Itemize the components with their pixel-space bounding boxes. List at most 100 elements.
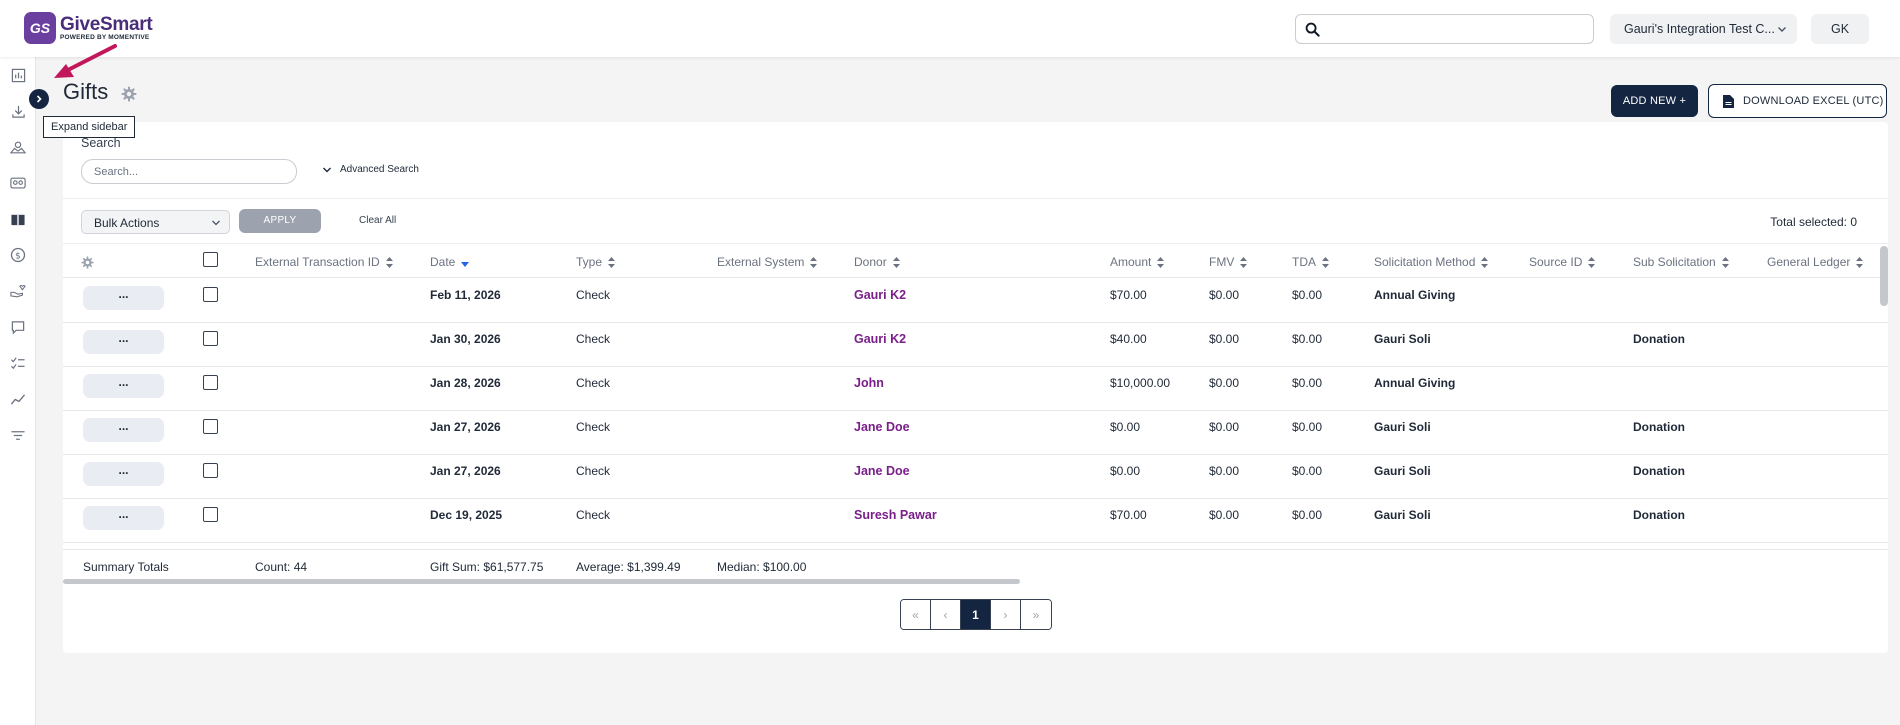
last-page-button[interactable]: » <box>1021 600 1051 629</box>
fmv-cell: $0.00 <box>1209 464 1240 478</box>
column-header-donor[interactable]: Donor <box>854 255 900 269</box>
gifts-card: Search Advanced Search Bulk Actions APPL… <box>63 122 1888 653</box>
row-actions-button[interactable]: ... <box>83 418 164 442</box>
solicitation-cell: Annual Giving <box>1374 376 1456 390</box>
pagination: « ‹ 1 › » <box>900 599 1052 630</box>
donor-link[interactable]: Jane Doe <box>854 420 910 434</box>
row-actions-button[interactable]: ... <box>83 286 164 310</box>
type-cell: Check <box>576 508 611 522</box>
amount-cell: $40.00 <box>1110 332 1147 346</box>
date-cell: Jan 27, 2026 <box>430 464 501 478</box>
sort-icon <box>1721 256 1729 268</box>
column-header-date[interactable]: Date <box>430 255 470 269</box>
fmv-cell: $0.00 <box>1209 508 1240 522</box>
fmv-cell: $0.00 <box>1209 332 1240 346</box>
column-header-source-id[interactable]: Source ID <box>1529 255 1596 269</box>
column-settings-icon[interactable] <box>81 256 94 269</box>
row-checkbox[interactable] <box>203 331 218 346</box>
column-header-tda[interactable]: TDA <box>1292 255 1329 269</box>
date-cell: Jan 28, 2026 <box>430 376 501 390</box>
clear-all-link[interactable]: Clear All <box>359 215 397 226</box>
download-excel-button[interactable]: DOWNLOAD EXCEL (UTC) <box>1708 84 1887 118</box>
advanced-search-toggle[interactable]: Advanced Search <box>322 164 419 175</box>
sort-icon <box>1322 256 1329 268</box>
row-checkbox[interactable] <box>203 287 218 302</box>
gift-box-icon[interactable] <box>10 211 26 227</box>
first-page-button[interactable]: « <box>901 600 931 629</box>
advanced-search-label: Advanced Search <box>340 164 419 175</box>
chart-icon[interactable] <box>10 67 26 83</box>
row-actions-button[interactable]: ... <box>83 506 164 530</box>
tda-cell: $0.00 <box>1292 288 1323 302</box>
select-all-checkbox[interactable] <box>203 252 218 267</box>
user-avatar[interactable]: GK <box>1811 14 1869 44</box>
donor-link[interactable]: Gauri K2 <box>854 288 907 302</box>
table-row[interactable]: ... Feb 11, 2026 Check Gauri K2 $70.00 $… <box>63 279 1888 323</box>
row-actions-button[interactable]: ... <box>83 374 164 398</box>
row-checkbox[interactable] <box>203 375 218 390</box>
search-input[interactable] <box>81 159 297 184</box>
settings-gear-icon[interactable] <box>121 86 137 102</box>
column-header-fmv[interactable]: FMV <box>1209 255 1248 269</box>
date-cell: Dec 19, 2025 <box>430 508 503 522</box>
logo-subtitle: POWERED BY MOMENTIVE <box>60 33 150 41</box>
amount-cell: $0.00 <box>1110 420 1141 434</box>
download-icon[interactable] <box>10 103 26 119</box>
hand-heart-icon[interactable] <box>10 283 26 299</box>
sort-icon <box>1481 256 1489 268</box>
row-checkbox[interactable] <box>203 463 218 478</box>
sort-icon <box>385 256 393 268</box>
next-page-button[interactable]: › <box>991 600 1021 629</box>
apply-button[interactable]: APPLY <box>239 209 321 233</box>
tda-cell: $0.00 <box>1292 464 1323 478</box>
people-icon[interactable] <box>10 175 26 191</box>
row-actions-button[interactable]: ... <box>83 462 164 486</box>
prev-page-button[interactable]: ‹ <box>931 600 961 629</box>
organization-select[interactable]: Gauri's Integration Test C... <box>1610 14 1797 44</box>
dollar-circle-icon[interactable]: $ <box>10 247 26 263</box>
vertical-scrollbar[interactable] <box>1880 246 1888 306</box>
table-row[interactable]: ... Jan 28, 2026 Check John $10,000.00 $… <box>63 367 1888 411</box>
trend-icon[interactable] <box>10 391 26 407</box>
date-cell: Feb 11, 2026 <box>430 288 501 302</box>
column-header-external-transaction-id[interactable]: External Transaction ID <box>255 255 393 269</box>
sort-icon <box>608 256 616 268</box>
row-checkbox[interactable] <box>203 507 218 522</box>
donor-link[interactable]: Gauri K2 <box>854 332 907 346</box>
donor-link[interactable]: Jane Doe <box>854 464 910 478</box>
horizontal-scrollbar[interactable] <box>63 579 1020 584</box>
filter-icon[interactable] <box>10 427 26 443</box>
table-row[interactable]: ... Jan 27, 2026 Check Jane Doe $0.00 $0… <box>63 411 1888 455</box>
row-actions-button[interactable]: ... <box>83 330 164 354</box>
top-bar: GS GiveSmart POWERED BY MOMENTIVE Gauri'… <box>0 0 1900 57</box>
type-cell: Check <box>576 332 611 346</box>
download-excel-label: DOWNLOAD EXCEL (UTC) <box>1743 95 1884 107</box>
donation-icon[interactable] <box>10 139 26 155</box>
table-row[interactable]: ... Jan 30, 2026 Check Gauri K2 $40.00 $… <box>63 323 1888 367</box>
chat-icon[interactable] <box>10 319 26 335</box>
column-header-sub-solicitation[interactable]: Sub Solicitation <box>1633 255 1729 269</box>
bulk-actions-select[interactable]: Bulk Actions <box>81 210 230 234</box>
checklist-icon[interactable] <box>10 355 26 371</box>
page-1-button[interactable]: 1 <box>961 600 991 629</box>
givesmart-logo[interactable]: GS GiveSmart POWERED BY MOMENTIVE <box>24 12 153 44</box>
table-row[interactable]: ... Jan 27, 2026 Check Jane Doe $0.00 $0… <box>63 455 1888 499</box>
column-header-general-ledger[interactable]: General Ledger <box>1767 255 1864 269</box>
row-checkbox[interactable] <box>203 419 218 434</box>
column-header-solicitation-method[interactable]: Solicitation Method <box>1374 255 1489 269</box>
donor-link[interactable]: Suresh Pawar <box>854 508 937 522</box>
sort-icon <box>810 256 818 268</box>
column-header-external-system[interactable]: External System <box>717 255 818 269</box>
table-row[interactable]: ... Dec 19, 2025 Check Suresh Pawar $70.… <box>63 499 1888 543</box>
global-search-input[interactable] <box>1295 14 1594 44</box>
column-header-type[interactable]: Type <box>576 255 616 269</box>
annotation-arrow-icon <box>54 44 117 78</box>
add-new-button[interactable]: ADD NEW + <box>1611 85 1698 117</box>
column-header-amount[interactable]: Amount <box>1110 255 1165 269</box>
donor-link[interactable]: John <box>854 376 884 390</box>
tda-cell: $0.00 <box>1292 376 1323 390</box>
type-cell: Check <box>576 376 611 390</box>
expand-sidebar-button[interactable] <box>29 89 49 109</box>
sort-icon <box>1856 256 1864 268</box>
sort-icon <box>1157 256 1165 268</box>
